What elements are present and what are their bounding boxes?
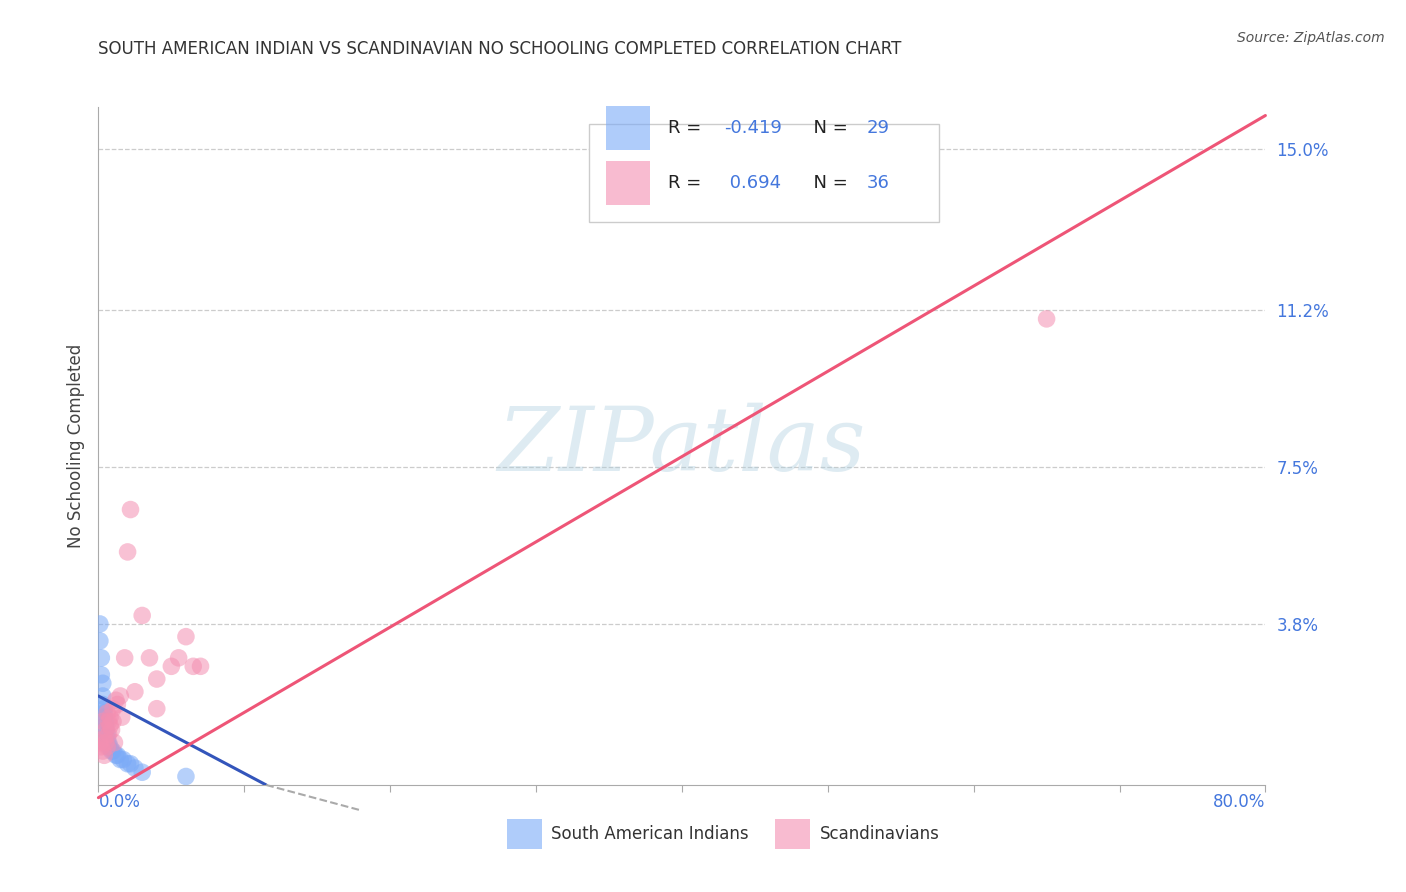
Point [110, 689, 132, 703]
Point [174, 769, 197, 784]
Text: South American Indians: South American Indians [551, 825, 749, 844]
Point [1035, 312, 1057, 326]
Point [96, 706, 118, 720]
Point [120, 502, 142, 516]
Point [98, 719, 121, 733]
Text: ZIPatlas: ZIPatlas [498, 402, 866, 490]
Bar [606, 161, 651, 205]
Point [138, 651, 160, 665]
Point [190, 659, 212, 673]
Bar [775, 819, 810, 849]
Point [181, 659, 204, 673]
Point [117, 756, 139, 771]
Bar [508, 819, 541, 849]
Point [93, 706, 115, 720]
Point [167, 651, 190, 665]
Point [93, 701, 115, 715]
Point [103, 735, 125, 749]
Point [101, 714, 124, 729]
Point [89, 617, 111, 632]
Text: Source: ZipAtlas.com: Source: ZipAtlas.com [1237, 31, 1385, 45]
Point [96, 731, 118, 746]
Point [89, 633, 111, 648]
Point [124, 685, 146, 699]
Point [101, 744, 124, 758]
Point [120, 756, 142, 771]
Point [124, 761, 146, 775]
Point [114, 651, 136, 665]
Point [105, 698, 128, 712]
Point [101, 701, 124, 715]
Point [91, 744, 114, 758]
Point [111, 710, 134, 724]
Point [117, 545, 139, 559]
Point [94, 723, 117, 737]
Point [96, 727, 118, 741]
Point [90, 739, 112, 754]
Point [97, 735, 120, 749]
Point [146, 701, 169, 715]
Point [98, 739, 121, 754]
Point [98, 710, 121, 724]
Text: N =: N = [801, 174, 853, 193]
Point [100, 744, 122, 758]
Point [146, 672, 169, 686]
Text: R =: R = [668, 119, 707, 136]
Text: -0.419: -0.419 [724, 119, 782, 136]
Point [89, 735, 111, 749]
Point [93, 748, 115, 763]
Point [100, 723, 122, 737]
Point [93, 710, 115, 724]
Point [97, 739, 120, 754]
Text: SOUTH AMERICAN INDIAN VS SCANDINAVIAN NO SCHOOLING COMPLETED CORRELATION CHART: SOUTH AMERICAN INDIAN VS SCANDINAVIAN NO… [98, 40, 901, 58]
Point [131, 608, 153, 623]
Point [112, 753, 135, 767]
Point [97, 714, 120, 729]
Point [94, 723, 117, 737]
Text: 0.0%: 0.0% [98, 793, 141, 811]
Text: R =: R = [668, 174, 707, 193]
Point [104, 693, 127, 707]
Point [91, 714, 114, 729]
Text: Scandinavians: Scandinavians [820, 825, 939, 844]
Text: N =: N = [801, 119, 853, 136]
Point [160, 659, 183, 673]
Point [93, 731, 115, 746]
Point [94, 719, 117, 733]
Point [94, 714, 117, 729]
Point [97, 727, 120, 741]
Point [91, 676, 114, 690]
Y-axis label: No Schooling Completed: No Schooling Completed [66, 344, 84, 548]
Point [105, 748, 128, 763]
FancyBboxPatch shape [589, 124, 939, 222]
Text: 29: 29 [866, 119, 889, 136]
Point [174, 630, 197, 644]
Text: 80.0%: 80.0% [1213, 793, 1265, 811]
Point [131, 765, 153, 780]
Point [90, 667, 112, 681]
Point [91, 689, 114, 703]
Text: 36: 36 [866, 174, 889, 193]
Bar [606, 105, 651, 150]
Point [91, 698, 114, 712]
Point [96, 739, 118, 754]
Point [104, 748, 127, 763]
Point [110, 753, 132, 767]
Text: 0.694: 0.694 [724, 174, 782, 193]
Point [90, 651, 112, 665]
Point [94, 735, 117, 749]
